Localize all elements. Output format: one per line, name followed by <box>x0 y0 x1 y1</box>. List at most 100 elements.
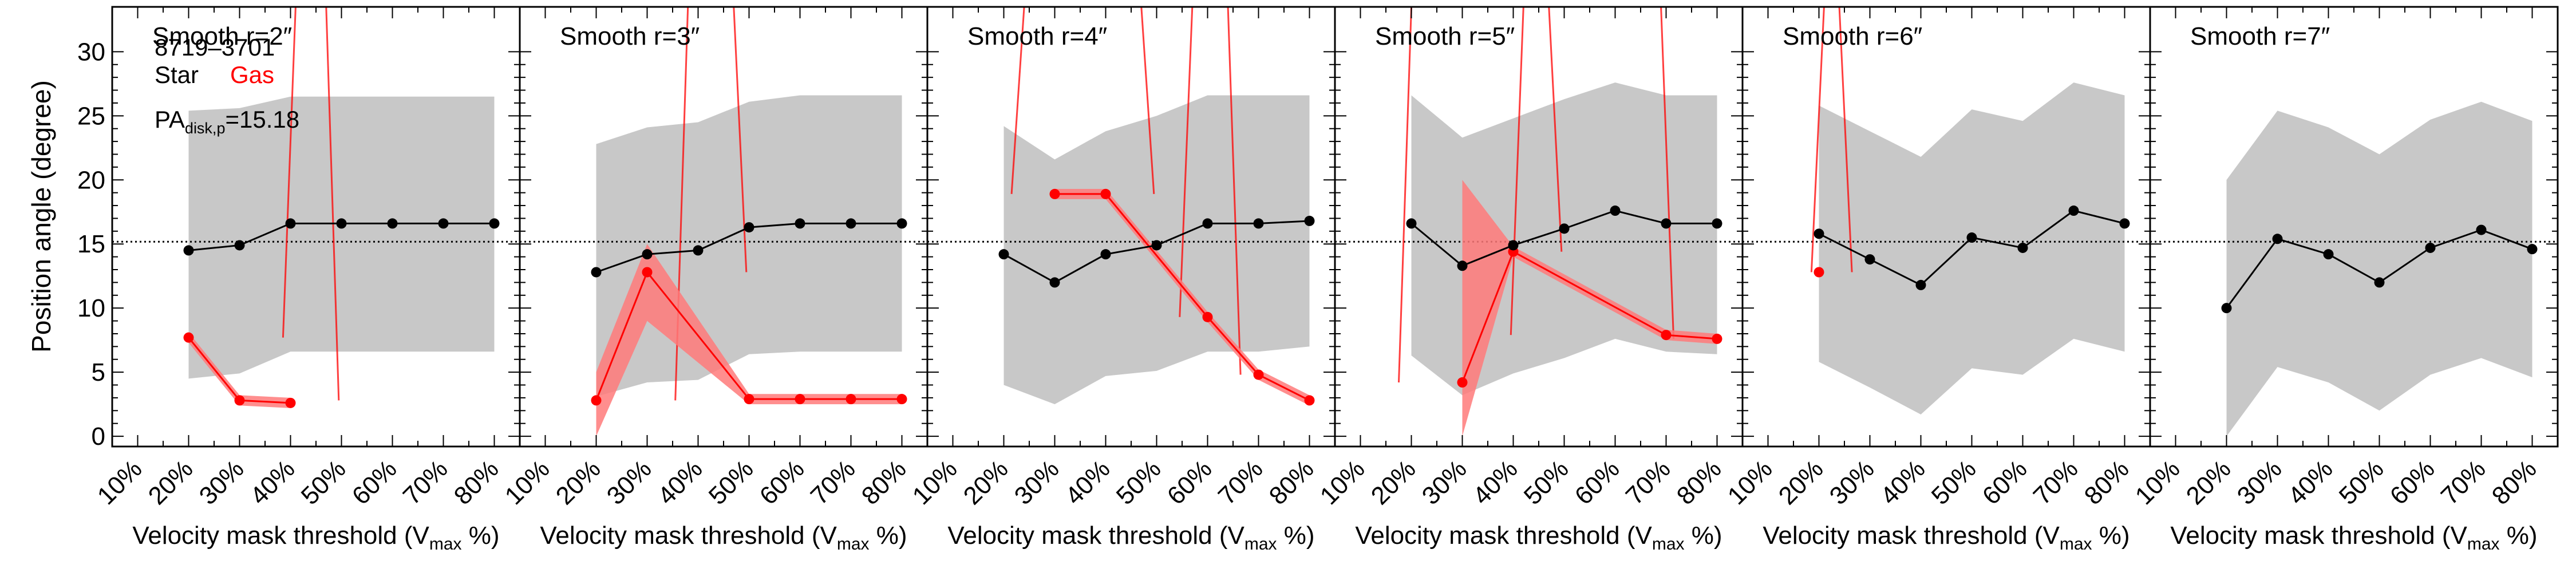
star-point <box>336 218 347 229</box>
star-point <box>2119 218 2130 229</box>
star-point <box>1508 240 1519 251</box>
star-uncertainty-band <box>188 96 495 379</box>
star-point <box>1457 260 1468 271</box>
x-axis-label: Velocity mask threshold (Vmax %) <box>132 522 499 554</box>
x-axis-label: Velocity mask threshold (Vmax %) <box>2170 522 2537 554</box>
star-point <box>1049 277 1060 288</box>
gas-excursion-line <box>1398 7 1412 383</box>
panel-5: 10%20%30%40%50%60%70%80% Smooth r=6″ Veloc… <box>1722 6 2151 554</box>
star-point <box>2527 244 2538 255</box>
gas-point <box>1661 330 1672 341</box>
y-tick-label: 15 <box>77 230 105 258</box>
galaxy-id: 8719–3701 <box>155 34 275 61</box>
x-tick-label: 70% <box>1213 455 1269 510</box>
x-tick-label: 40% <box>1468 455 1523 510</box>
x-tick-label: 70% <box>805 455 861 510</box>
star-point <box>1100 249 1111 260</box>
star-point <box>1661 218 1672 229</box>
x-tick-label: 60% <box>347 455 402 510</box>
star-point <box>1915 279 1926 290</box>
gas-point <box>1814 267 1824 278</box>
star-point <box>795 218 805 229</box>
x-tick-label: 10% <box>500 455 555 510</box>
x-tick-label: 20% <box>1773 455 1829 510</box>
panel-plot-area <box>520 7 927 437</box>
x-tick-label: 40% <box>245 455 301 510</box>
x-tick-label: 30% <box>602 455 657 510</box>
x-tick-label: 60% <box>1977 455 2033 510</box>
x-tick-label: 70% <box>2028 455 2084 510</box>
x-tick-label: 10% <box>1315 455 1370 510</box>
panel-title: Smooth r=5″ <box>1375 22 1515 50</box>
gas-excursion-line <box>325 7 340 401</box>
star-point <box>998 249 1009 260</box>
x-tick-label: 70% <box>398 455 453 510</box>
gas-uncertainty-band <box>1054 188 1310 406</box>
x-tick-label: 80% <box>1672 455 1727 510</box>
star-point <box>489 218 500 229</box>
panel-title: Smooth r=7″ <box>2190 22 2330 50</box>
gas-excursion-line <box>1227 7 1242 375</box>
x-tick-label: 60% <box>1570 455 1625 510</box>
star-point <box>846 218 856 229</box>
panel-1: 0 5 10 15 20 25 30 10%20%30%40%50%60%70%80% Smoo… <box>77 6 521 554</box>
star-point <box>896 218 907 229</box>
x-tick-label: 80% <box>2487 455 2542 510</box>
x-tick-label: 50% <box>1519 455 1574 510</box>
x-tick-label: 20% <box>551 455 606 510</box>
x-axis-label: Velocity mask threshold (Vmax %) <box>1763 522 2129 554</box>
y-tick-label: 25 <box>77 102 105 130</box>
x-tick-label: 20% <box>2181 455 2237 510</box>
star-point <box>2374 277 2385 288</box>
gas-line <box>595 270 902 401</box>
y-tick-label: 0 <box>92 422 105 451</box>
x-tick-label: 30% <box>1009 455 1065 510</box>
gas-point <box>1253 369 1264 380</box>
star-uncertainty-band <box>1411 82 1717 396</box>
star-point <box>1151 240 1162 251</box>
star-point <box>1253 218 1264 229</box>
x-tick-label: 30% <box>1824 455 1880 510</box>
gas-excursion-line <box>1838 7 1853 272</box>
legend-gas-label: Gas <box>230 61 274 88</box>
star-point <box>183 245 194 256</box>
gas-line <box>1461 250 1717 383</box>
gas-excursion-line <box>282 7 297 338</box>
pa-disk-label: PAdisk,p=15.18 <box>155 106 299 137</box>
x-tick-label: 30% <box>194 455 250 510</box>
y-tick-label: 20 <box>77 166 105 194</box>
x-tick-label: 80% <box>449 455 504 510</box>
gas-point <box>1457 377 1468 388</box>
x-tick-label: 10% <box>2130 455 2186 510</box>
panel-plot-area <box>112 7 520 408</box>
star-point <box>1406 218 1417 229</box>
star-point <box>1712 218 1722 229</box>
x-tick-label: 40% <box>653 455 708 510</box>
panel-6: 10%20%30%40%50%60%70%80% Smooth r=7″ Veloc… <box>2130 6 2559 554</box>
x-tick-label: 50% <box>704 455 759 510</box>
gas-point <box>795 394 805 405</box>
gas-excursion-line <box>1660 7 1675 339</box>
x-tick-label: 50% <box>2334 455 2389 510</box>
star-point <box>234 240 245 251</box>
x-tick-label: 10% <box>92 455 148 510</box>
gas-point <box>896 394 907 405</box>
star-point <box>1864 254 1875 265</box>
gas-point <box>234 395 245 406</box>
star-point <box>2476 224 2487 235</box>
x-tick-label: 20% <box>1366 455 1421 510</box>
star-uncertainty-band <box>596 95 902 397</box>
gas-excursion-line <box>1010 7 1025 195</box>
star-point <box>285 218 296 229</box>
x-tick-label: 70% <box>1621 455 1676 510</box>
gas-excursion-line <box>1179 7 1194 317</box>
star-point <box>744 222 754 233</box>
gas-point <box>591 395 602 406</box>
star-point <box>1814 228 1824 239</box>
star-point <box>1202 218 1213 229</box>
star-uncertainty-band <box>2226 101 2532 437</box>
x-tick-label: 30% <box>2232 455 2287 510</box>
star-point <box>2068 206 2079 216</box>
